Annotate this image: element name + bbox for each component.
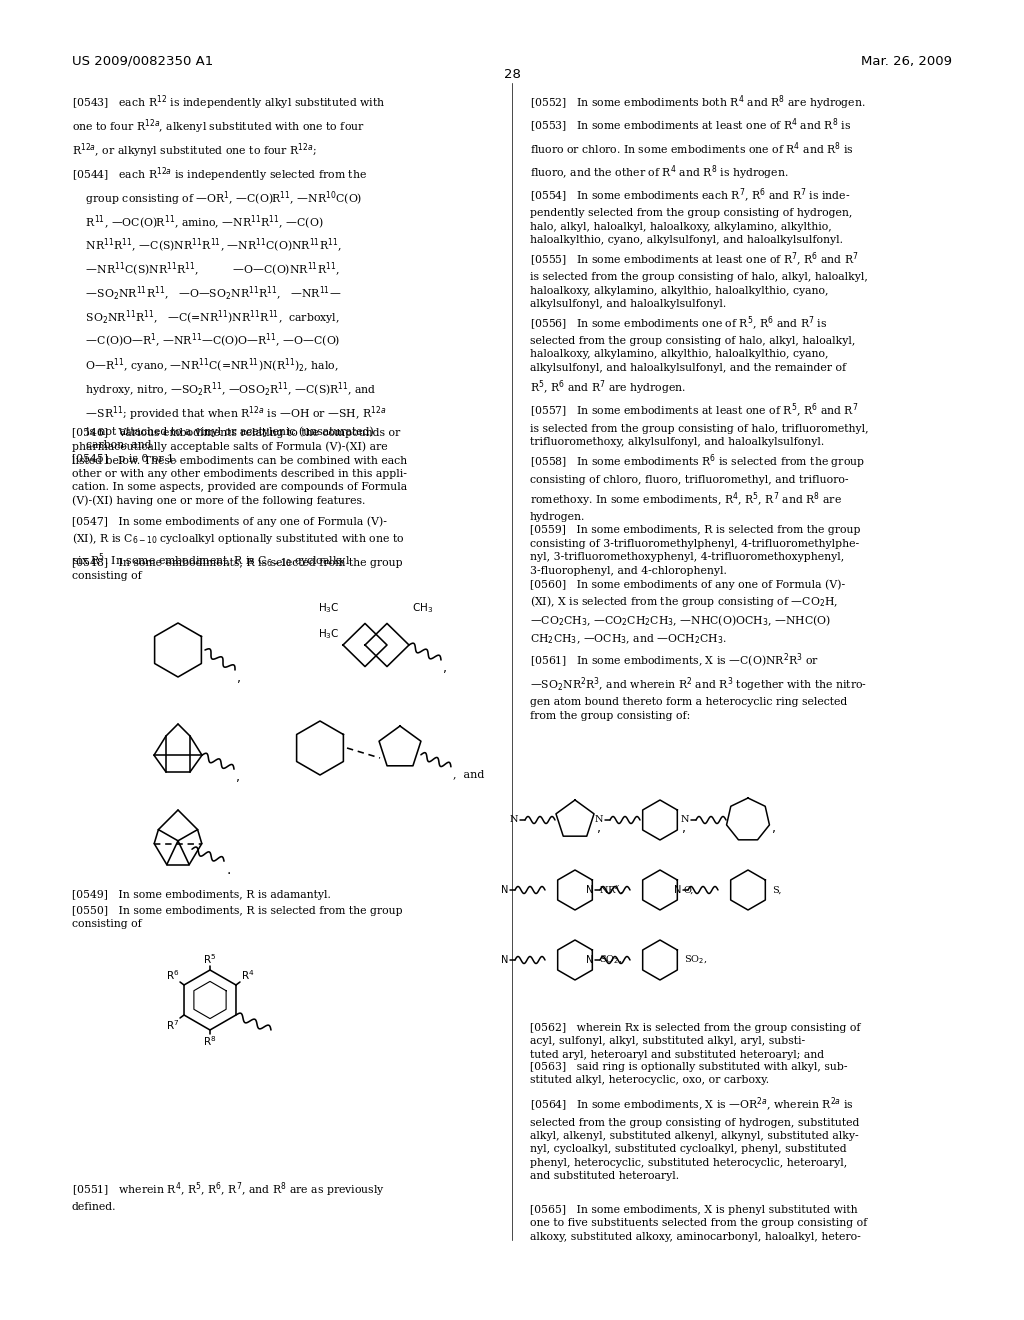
Text: N: N: [501, 954, 508, 965]
Text: ,: ,: [236, 771, 240, 784]
Text: ,: ,: [443, 663, 447, 675]
Text: S,: S,: [772, 886, 781, 895]
Text: [0549]   In some embodiments, R is adamantyl.: [0549] In some embodiments, R is adamant…: [72, 890, 331, 900]
Text: CH$_3$: CH$_3$: [412, 602, 433, 615]
Text: US 2009/0082350 A1: US 2009/0082350 A1: [72, 55, 213, 69]
Text: [0550]   In some embodiments, R is selected from the group
consisting of: [0550] In some embodiments, R is selecte…: [72, 906, 402, 929]
Text: N: N: [595, 816, 603, 825]
Text: [0543]   each R$^{12}$ is independently alkyl substituted with
one to four R$^{1: [0543] each R$^{12}$ is independently al…: [72, 92, 386, 463]
Text: N: N: [586, 884, 593, 895]
Text: N: N: [681, 816, 689, 825]
Text: H$_3$C: H$_3$C: [318, 627, 340, 642]
Text: .: .: [226, 863, 230, 878]
Text: ,: ,: [597, 822, 601, 836]
Text: [0565]   In some embodiments, X is phenyl substituted with
one to five substitue: [0565] In some embodiments, X is phenyl …: [530, 1205, 867, 1242]
Text: Mar. 26, 2009: Mar. 26, 2009: [861, 55, 952, 69]
Text: ,: ,: [682, 822, 686, 836]
Text: [0546]   Various embodiments relating to the compounds or
pharmaceutically accep: [0546] Various embodiments relating to t…: [72, 428, 408, 507]
Text: [0562]   wherein Rx is selected from the group consisting of
acyl, sulfonyl, alk: [0562] wherein Rx is selected from the g…: [530, 1023, 860, 1060]
Text: N: N: [674, 884, 681, 895]
Text: [0564]   In some embodiments, X is —OR$^{2a}$, wherein R$^{2a}$ is
selected from: [0564] In some embodiments, X is —OR$^{2…: [530, 1096, 859, 1181]
Text: SO$_2$,: SO$_2$,: [684, 953, 708, 966]
Text: [0563]   said ring is optionally substituted with alkyl, sub-
stituted alkyl, he: [0563] said ring is optionally substitut…: [530, 1063, 848, 1085]
Text: O,: O,: [684, 886, 694, 895]
Text: R$^6$: R$^6$: [166, 968, 179, 982]
Text: R$^8$: R$^8$: [204, 1034, 217, 1048]
Text: [0552]   In some embodiments both R$^4$ and R$^8$ are hydrogen.
[0553]   In some: [0552] In some embodiments both R$^4$ an…: [530, 92, 868, 721]
Text: ,: ,: [772, 822, 776, 836]
Text: [0547]   In some embodiments of any one of Formula (V)-
(XI), R is C$_{6-10}$ cy: [0547] In some embodiments of any one of…: [72, 516, 404, 570]
Text: N: N: [501, 884, 508, 895]
Text: NR$^x$,: NR$^x$,: [599, 883, 624, 896]
Text: H$_3$C: H$_3$C: [318, 602, 340, 615]
Text: R$^7$: R$^7$: [166, 1018, 179, 1032]
Text: [0548]   In some embodiments, R is selected from the group
consisting of: [0548] In some embodiments, R is selecte…: [72, 558, 402, 581]
Text: N: N: [586, 954, 593, 965]
Text: R$^5$: R$^5$: [204, 952, 217, 966]
Text: ,: ,: [237, 672, 241, 685]
Text: N: N: [510, 816, 518, 825]
Text: SO$_2$,: SO$_2$,: [599, 953, 623, 966]
Text: [0551]   wherein R$^4$, R$^5$, R$^6$, R$^7$, and R$^8$ are as previously
defined: [0551] wherein R$^4$, R$^5$, R$^6$, R$^7…: [72, 1180, 385, 1212]
Text: 28: 28: [504, 69, 520, 81]
Text: ,  and: , and: [453, 768, 484, 779]
Text: R$^4$: R$^4$: [241, 968, 255, 982]
